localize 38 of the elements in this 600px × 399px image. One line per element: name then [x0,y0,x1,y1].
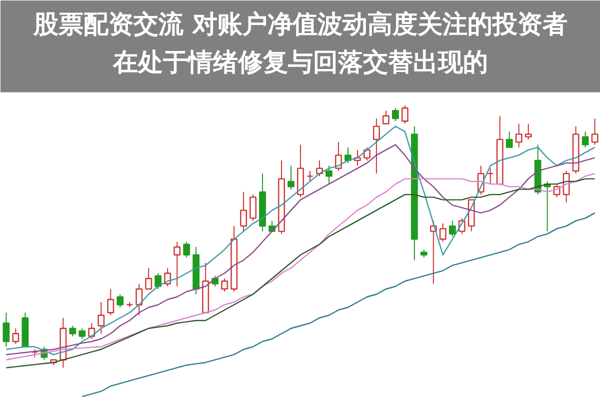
candlestick [250,194,256,222]
candlestick [401,104,408,124]
candlestick [364,146,370,161]
candlestick [107,288,114,316]
candlestick [174,241,181,287]
candlestick [344,146,352,164]
candlestick [335,142,342,172]
candlestick [288,165,294,190]
candlestick [12,328,20,345]
candlestick [316,160,323,177]
candlestick [373,118,380,174]
candlestick [78,328,86,340]
candlestick [164,268,172,287]
candlestick [183,241,190,258]
candlestick [486,168,494,185]
candlestick [515,123,522,148]
candlestick [392,107,399,122]
candlestick [562,170,570,203]
candlestick [154,272,162,290]
candlestick [221,278,228,292]
candlestick [326,165,332,185]
candlestick [524,123,532,140]
candlestick [306,170,314,182]
candlestick [136,283,143,316]
candlestick [240,191,247,232]
candlestick [448,220,456,238]
candlestick [2,312,10,348]
candlestick [382,110,390,124]
candlestick [582,131,589,148]
candlestick [116,294,124,308]
candlestick [506,131,513,148]
candlestick [69,325,76,337]
candlestick [88,322,96,340]
candlestick [591,118,598,146]
chart-title: 股票配资交流 对账户净值波动高度关注的投资者在处于情绪修复与回落交替出现的 [32,10,568,76]
candlestick [439,222,446,242]
candlestick [145,268,152,290]
candlestick [98,302,105,334]
